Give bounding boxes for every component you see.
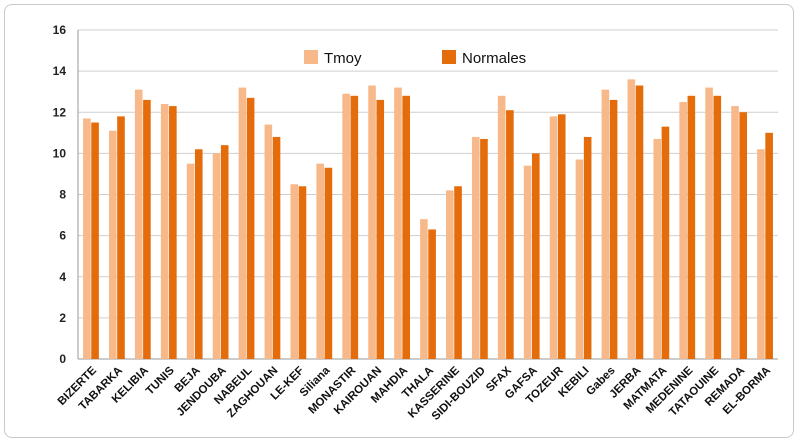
bar-tmoy-remada	[731, 106, 739, 359]
gridlines	[78, 29, 778, 360]
legend-swatch-normales	[442, 50, 456, 64]
bar-tmoy-monastir	[342, 93, 350, 360]
bar-normales-jerba	[635, 85, 644, 360]
bar-tmoy-el-borma	[757, 149, 765, 359]
bar-normales-sfax	[506, 110, 514, 359]
bar-tmoy-jerba	[627, 79, 636, 359]
x-tick-label: TUNIS	[144, 364, 177, 397]
y-tick-label: 16	[53, 23, 67, 37]
bar-tmoy-nabeul	[238, 87, 247, 359]
bar-tmoy-kairouan	[368, 85, 376, 360]
bar-tmoy-zaghouan	[264, 124, 273, 360]
y-tick-label: 6	[59, 229, 66, 243]
bar-tmoy-kelibia	[134, 89, 143, 359]
bar-tmoy-le-kef	[290, 184, 299, 359]
bar-normales-matmata	[661, 126, 670, 359]
y-tick-label: 12	[53, 105, 67, 119]
bar-tmoy-tunis	[160, 104, 169, 360]
bar-tmoy-tataouine	[705, 87, 713, 359]
bar-normales-beja	[194, 149, 203, 359]
bar-tmoy-kebili	[575, 159, 584, 359]
y-tick-label: 2	[59, 311, 66, 325]
bar-normales-bizerte	[91, 122, 99, 359]
bar-normales-thala	[428, 229, 436, 359]
bar-tmoy-jendouba	[212, 153, 221, 359]
bar-tmoy-bizerte	[83, 118, 91, 359]
bar-normales-kairouan	[376, 99, 385, 359]
bar-tmoy-medenine	[679, 101, 687, 359]
bar-tmoy-matmata	[653, 138, 662, 359]
y-tick-label: 4	[59, 270, 66, 284]
bar-tmoy-mahdia	[394, 87, 402, 359]
bar-normales-tataouine	[713, 95, 722, 360]
bar-normales-remada	[739, 112, 748, 359]
bar-normales-nabeul	[246, 97, 255, 359]
bar-normales-kelibia	[143, 99, 151, 359]
bar-tmoy-thala	[420, 219, 428, 359]
bar-tmoy-gafsa	[523, 165, 532, 359]
bar-normales-tunis	[169, 106, 177, 359]
legend-swatch-tmoy	[304, 50, 318, 64]
bar-normales-le-kef	[298, 186, 307, 359]
bar-normales-medenine	[687, 95, 696, 360]
bar-normales-mahdia	[402, 95, 410, 360]
bar-tmoy-beja	[186, 163, 195, 359]
bar-normales-jendouba	[220, 145, 229, 359]
bar-tmoy-tabarka	[108, 130, 117, 359]
legend: Tmoy Normales	[304, 50, 526, 67]
legend-label-tmoy: Tmoy	[324, 50, 362, 67]
bar-normales-kebili	[583, 136, 592, 359]
bar-normales-tozeur	[557, 114, 566, 360]
bar-tmoy-tozeur	[549, 116, 558, 359]
bar-normales-monastir	[350, 95, 359, 360]
bar-normales-kasserine	[454, 186, 462, 359]
y-tick-label: 8	[59, 188, 66, 202]
y-tick-label: 10	[53, 146, 67, 160]
legend-label-normales: Normales	[462, 50, 526, 67]
bar-tmoy-siliana	[316, 163, 324, 359]
axes	[77, 30, 778, 360]
bar-normales-sidi-bouzid	[480, 138, 488, 359]
bar-tmoy-gabes	[601, 89, 610, 359]
bar-tmoy-sfax	[497, 95, 506, 360]
bar-normales-el-borma	[765, 132, 773, 359]
bar-normales-siliana	[324, 167, 333, 359]
bar-tmoy-sidi-bouzid	[471, 136, 480, 359]
bars	[83, 79, 773, 360]
bar-tmoy-kasserine	[446, 190, 454, 359]
bar-normales-gabes	[609, 99, 618, 359]
bar-normales-tabarka	[117, 116, 125, 359]
y-tick-label: 14	[53, 64, 67, 78]
bar-normales-gafsa	[532, 153, 540, 359]
y-tick-label: 0	[59, 352, 66, 366]
bar-normales-zaghouan	[272, 136, 281, 359]
